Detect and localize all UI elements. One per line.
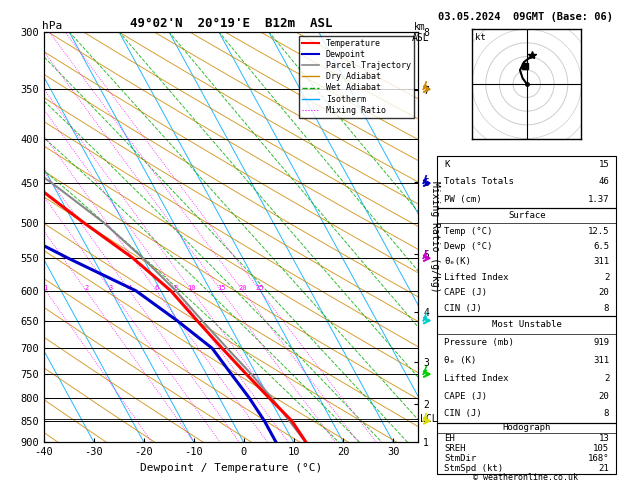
- Text: Surface: Surface: [508, 211, 545, 220]
- Text: CAPE (J): CAPE (J): [444, 288, 487, 297]
- Text: Pressure (mb): Pressure (mb): [444, 338, 514, 347]
- Text: 2: 2: [84, 285, 88, 291]
- Text: km
ASL: km ASL: [411, 22, 429, 43]
- Text: 20: 20: [599, 288, 610, 297]
- Text: Temp (°C): Temp (°C): [444, 226, 493, 236]
- Text: © weatheronline.co.uk: © weatheronline.co.uk: [473, 473, 577, 482]
- Text: Totals Totals: Totals Totals: [444, 177, 514, 186]
- Text: StmSpd (kt): StmSpd (kt): [444, 464, 503, 473]
- Text: 1: 1: [43, 285, 48, 291]
- Text: Lifted Index: Lifted Index: [444, 273, 509, 282]
- Text: 919: 919: [593, 338, 610, 347]
- Text: 25: 25: [255, 285, 264, 291]
- Text: EH: EH: [444, 434, 455, 443]
- Text: 1.37: 1.37: [587, 195, 610, 204]
- Text: 20: 20: [599, 392, 610, 400]
- Text: 46: 46: [599, 177, 610, 186]
- Text: 03.05.2024  09GMT (Base: 06): 03.05.2024 09GMT (Base: 06): [438, 12, 613, 22]
- Title: 49°02'N  20°19'E  B12m  ASL: 49°02'N 20°19'E B12m ASL: [130, 17, 332, 31]
- Text: CIN (J): CIN (J): [444, 409, 482, 418]
- Text: Hodograph: Hodograph: [503, 423, 551, 433]
- Y-axis label: Mixing Ratio (g/kg): Mixing Ratio (g/kg): [430, 181, 440, 293]
- Text: SREH: SREH: [444, 444, 466, 453]
- Text: 105: 105: [593, 444, 610, 453]
- Text: CAPE (J): CAPE (J): [444, 392, 487, 400]
- X-axis label: Dewpoint / Temperature (°C): Dewpoint / Temperature (°C): [140, 463, 322, 473]
- Text: 168°: 168°: [587, 454, 610, 463]
- Text: θₑ (K): θₑ (K): [444, 356, 477, 365]
- Text: 6: 6: [154, 285, 159, 291]
- Text: 12.5: 12.5: [587, 226, 610, 236]
- Text: hPa: hPa: [42, 21, 62, 31]
- Text: CIN (J): CIN (J): [444, 304, 482, 312]
- Text: θₑ(K): θₑ(K): [444, 258, 471, 266]
- Text: kt: kt: [475, 33, 486, 42]
- Text: 13: 13: [599, 434, 610, 443]
- Text: 20: 20: [238, 285, 247, 291]
- Text: Most Unstable: Most Unstable: [492, 320, 562, 330]
- Text: 6.5: 6.5: [593, 242, 610, 251]
- Text: Lifted Index: Lifted Index: [444, 374, 509, 383]
- Text: 8: 8: [174, 285, 178, 291]
- Text: LCL: LCL: [420, 414, 437, 424]
- Text: 8: 8: [604, 409, 610, 418]
- Text: 15: 15: [599, 160, 610, 169]
- Legend: Temperature, Dewpoint, Parcel Trajectory, Dry Adiabat, Wet Adiabat, Isotherm, Mi: Temperature, Dewpoint, Parcel Trajectory…: [299, 36, 414, 118]
- Text: 2: 2: [604, 374, 610, 383]
- Text: K: K: [444, 160, 450, 169]
- Text: 3: 3: [109, 285, 113, 291]
- Text: 10: 10: [187, 285, 196, 291]
- Text: Dewp (°C): Dewp (°C): [444, 242, 493, 251]
- Text: PW (cm): PW (cm): [444, 195, 482, 204]
- Text: 311: 311: [593, 258, 610, 266]
- Text: 2: 2: [604, 273, 610, 282]
- Text: 4: 4: [128, 285, 131, 291]
- Text: 15: 15: [217, 285, 226, 291]
- Text: 311: 311: [593, 356, 610, 365]
- Text: 8: 8: [604, 304, 610, 312]
- Text: StmDir: StmDir: [444, 454, 477, 463]
- Text: 21: 21: [599, 464, 610, 473]
